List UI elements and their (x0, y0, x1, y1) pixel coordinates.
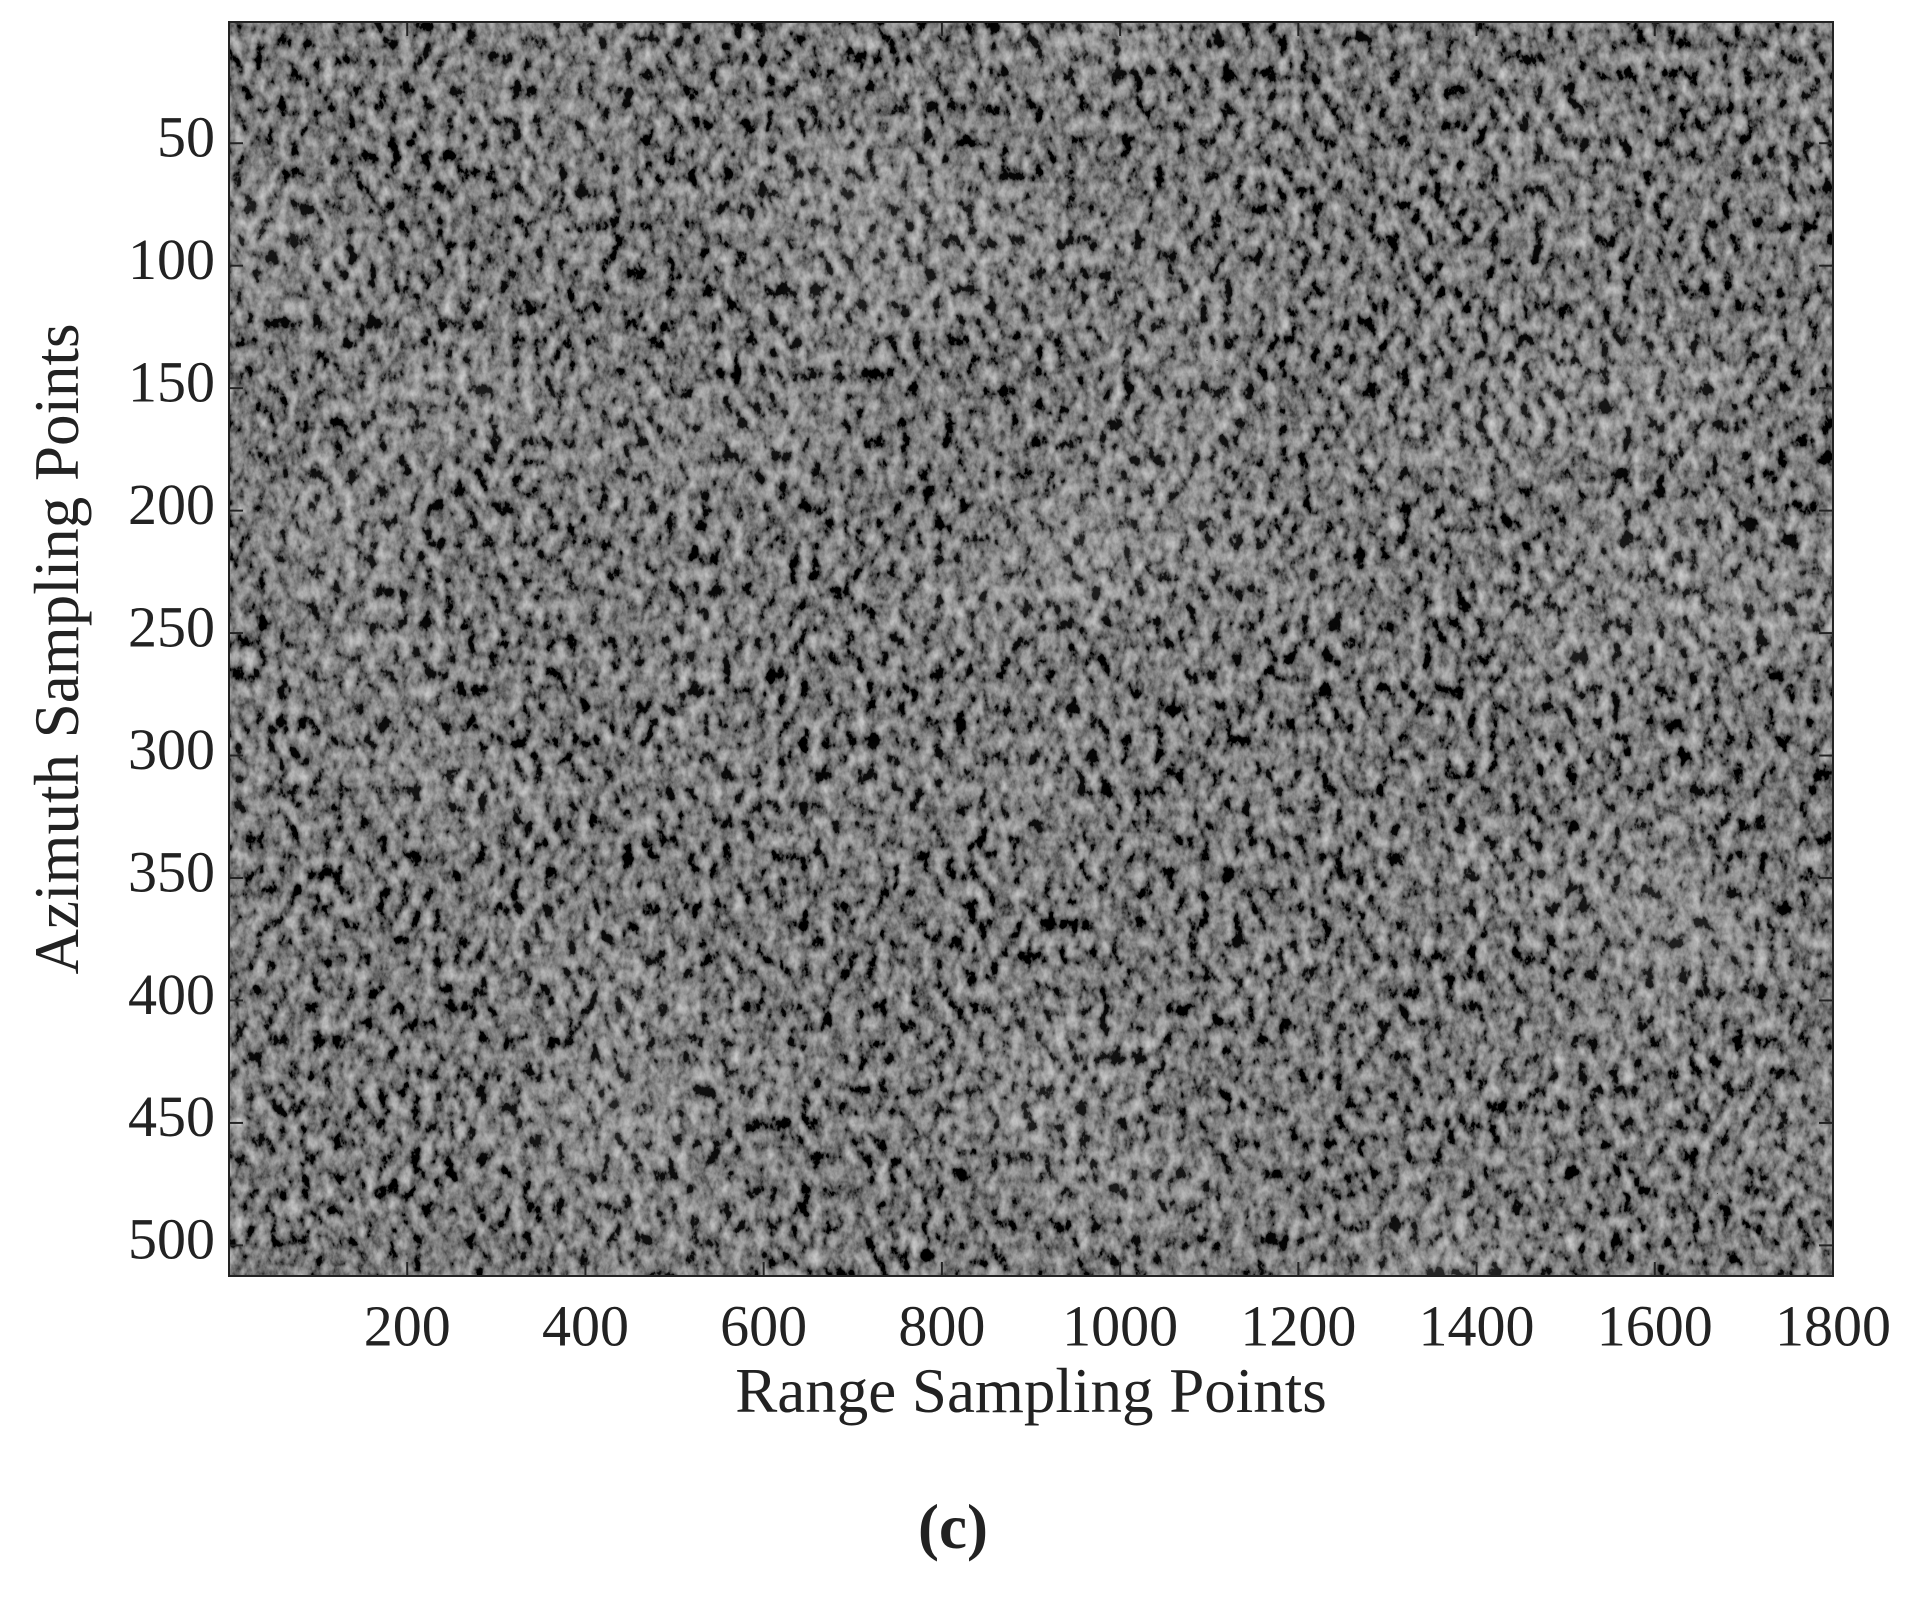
caption: (c) (918, 1492, 988, 1562)
plot-area (228, 21, 1834, 1277)
x-tick-label: 600 (720, 1293, 807, 1358)
x-axis-label: Range Sampling Points (735, 1356, 1327, 1426)
x-tick-label: 1400 (1419, 1293, 1535, 1358)
y-tick-label: 350 (128, 839, 215, 904)
axes-frame (228, 21, 1834, 1277)
y-tick-label: 150 (128, 349, 215, 414)
y-tick-label: 50 (157, 105, 215, 170)
x-tick-label: 1600 (1597, 1293, 1713, 1358)
y-tick-label: 200 (128, 472, 215, 537)
x-tick-label: 400 (542, 1293, 629, 1358)
x-tick-label: 1000 (1062, 1293, 1178, 1358)
y-axis-label: Azimuth Sampling Points (22, 323, 92, 974)
x-tick-label: 1800 (1775, 1293, 1891, 1358)
y-tick-label: 250 (128, 594, 215, 659)
x-tick-label: 800 (898, 1293, 985, 1358)
x-tick-label: 200 (364, 1293, 451, 1358)
y-tick-label: 500 (128, 1207, 215, 1272)
y-tick-label: 450 (128, 1084, 215, 1149)
sar-image-highlights (229, 22, 1833, 1276)
y-tick-label: 100 (128, 227, 215, 292)
y-tick-label: 300 (128, 717, 215, 782)
y-tick-label: 400 (128, 962, 215, 1027)
x-tick-label: 1200 (1240, 1293, 1356, 1358)
